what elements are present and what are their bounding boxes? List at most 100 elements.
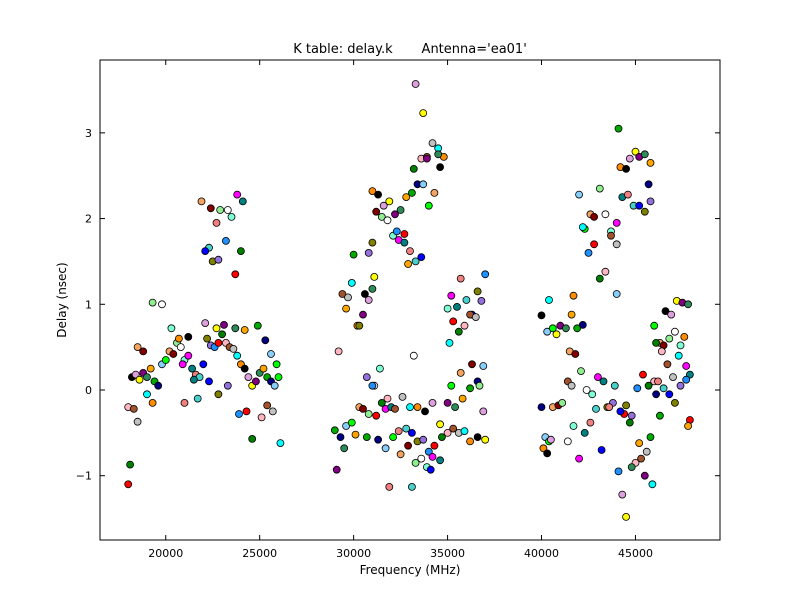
data-point	[364, 248, 373, 257]
data-point	[646, 433, 655, 442]
data-point	[135, 375, 144, 384]
data-point	[582, 386, 591, 394]
plot-frame	[99, 59, 721, 541]
data-point	[599, 377, 608, 386]
data-point	[428, 398, 437, 407]
data-point	[466, 384, 475, 393]
data-point	[426, 465, 435, 474]
data-point	[421, 407, 429, 416]
data-point	[276, 439, 285, 448]
data-point	[627, 463, 636, 472]
data-point	[340, 444, 349, 453]
data-point	[404, 260, 413, 268]
data-point	[646, 158, 655, 167]
data-point	[206, 204, 215, 213]
x-axis-label: Frequency (MHz)	[360, 563, 461, 577]
data-point	[622, 513, 630, 521]
data-point	[394, 427, 403, 436]
data-point	[475, 381, 484, 390]
data-point	[229, 344, 238, 353]
data-point	[188, 364, 197, 373]
data-point	[355, 321, 364, 330]
data-point	[148, 398, 157, 407]
data-point	[368, 381, 377, 390]
data-point	[661, 307, 670, 316]
data-point	[263, 401, 272, 410]
data-point	[223, 381, 232, 390]
data-point	[436, 420, 445, 429]
y-axis-label: Delay (nsec)	[55, 262, 69, 337]
data-point	[133, 343, 142, 352]
data-point	[618, 490, 627, 499]
data-point	[592, 404, 600, 413]
data-point	[669, 373, 677, 382]
data-point	[359, 404, 367, 413]
data-point	[676, 381, 685, 390]
data-point	[578, 320, 587, 329]
x-tick-label: 20000	[148, 547, 183, 560]
data-point	[612, 290, 621, 298]
data-point	[180, 398, 189, 407]
data-point	[240, 326, 249, 334]
data-point	[543, 327, 552, 336]
data-point	[456, 368, 465, 377]
data-point	[578, 223, 587, 232]
data-point	[330, 426, 339, 435]
data-point	[409, 351, 418, 360]
data-point	[657, 347, 666, 356]
data-point	[447, 381, 456, 390]
data-point	[158, 300, 166, 309]
data-point	[616, 407, 625, 416]
data-point	[676, 341, 685, 350]
data-point	[396, 450, 405, 459]
data-point	[569, 422, 578, 430]
y-tick-label: 3	[85, 127, 92, 140]
data-point	[411, 80, 420, 88]
x-tick-label: 40000	[524, 547, 559, 560]
data-point	[342, 304, 351, 313]
data-point	[652, 390, 660, 399]
data-point	[332, 465, 341, 474]
data-point	[391, 404, 399, 413]
data-point	[375, 364, 384, 373]
data-point	[389, 433, 398, 442]
data-point	[216, 206, 225, 214]
data-point	[680, 332, 689, 341]
data-point	[665, 390, 674, 399]
data-point	[684, 422, 692, 430]
data-point	[398, 392, 407, 401]
data-point	[372, 207, 381, 216]
data-point	[640, 207, 649, 216]
data-point	[684, 300, 692, 309]
data-point	[124, 480, 133, 489]
data-point	[612, 240, 621, 249]
data-point	[379, 201, 388, 210]
data-point	[274, 373, 283, 382]
data-point	[537, 311, 546, 320]
x-tick-label: 25000	[242, 547, 277, 560]
data-point	[575, 190, 583, 199]
data-point	[347, 418, 356, 427]
data-point	[267, 350, 275, 358]
data-point	[383, 216, 392, 225]
data-point	[411, 257, 420, 266]
data-point	[479, 362, 488, 370]
data-point	[268, 407, 277, 416]
data-point	[539, 444, 548, 453]
data-point	[383, 394, 392, 403]
data-point	[563, 437, 572, 446]
data-point	[479, 407, 488, 416]
data-point	[447, 291, 456, 300]
data-point	[682, 362, 691, 370]
data-point	[231, 324, 240, 333]
data-point	[364, 410, 373, 418]
data-point	[244, 373, 253, 382]
data-point	[203, 334, 212, 343]
data-point	[377, 398, 386, 407]
data-point	[338, 290, 347, 298]
data-point	[261, 336, 270, 345]
x-tick-label: 30000	[336, 547, 371, 560]
data-point	[218, 330, 227, 339]
data-point	[471, 313, 480, 322]
